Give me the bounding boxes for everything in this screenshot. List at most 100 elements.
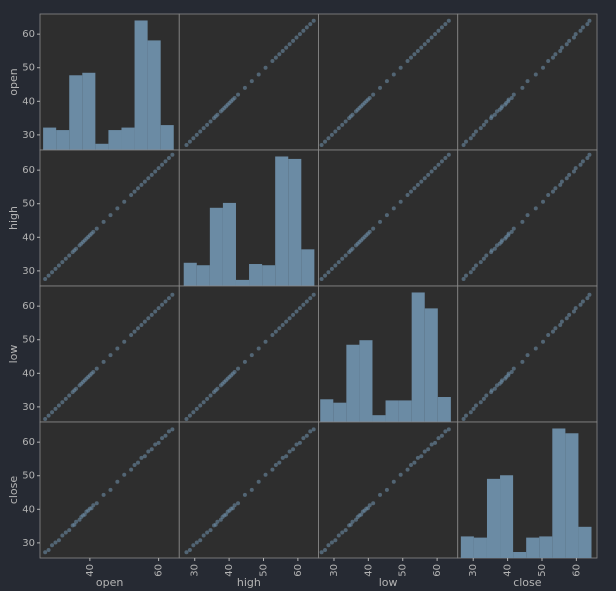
scatter-point <box>146 176 151 181</box>
scatter-point <box>149 447 154 452</box>
scatter-point <box>308 429 313 434</box>
scatter-point <box>481 256 486 261</box>
y-tick-label: 40 <box>22 96 35 107</box>
scatter-point <box>60 260 65 265</box>
scatter-point <box>46 413 51 418</box>
x-tick-label: 60 <box>432 564 443 577</box>
scatter-point <box>391 72 396 77</box>
scatter-point <box>468 270 473 275</box>
scatter-point <box>436 162 441 167</box>
scatter-point <box>408 462 413 467</box>
scatter-point <box>350 112 355 117</box>
scatter-point <box>311 18 316 23</box>
histogram-bar <box>359 340 373 422</box>
scatter-point <box>263 339 268 344</box>
scatter-point <box>509 369 514 374</box>
scatter-point <box>478 260 483 265</box>
histogram-bar <box>486 478 501 558</box>
scatter-point <box>446 427 451 432</box>
scatter-point <box>567 38 572 43</box>
scatter-point <box>230 506 235 511</box>
scatter-point <box>280 48 285 53</box>
scatter-point <box>101 219 106 224</box>
scatter-point <box>426 447 431 452</box>
histogram-bar <box>43 127 57 150</box>
histogram-bar <box>121 127 135 150</box>
x-tick-label: 30 <box>329 564 340 577</box>
scatter-point <box>205 396 210 401</box>
scatter-point <box>573 306 578 311</box>
scatter-point <box>56 538 61 543</box>
scatter-point <box>122 472 127 477</box>
scatter-point <box>481 122 486 127</box>
scatter-point <box>43 416 48 421</box>
scatter-point <box>333 263 338 268</box>
scatter-point <box>419 179 424 184</box>
histogram-bar <box>437 397 451 422</box>
scatter-point <box>53 540 58 545</box>
scatter-point <box>132 189 137 194</box>
scatter-point <box>405 192 410 197</box>
scatter-point <box>412 186 417 191</box>
scatter-point <box>291 312 296 317</box>
scatter-point <box>208 528 213 533</box>
scatter-point <box>489 388 494 393</box>
scatter-point <box>546 192 551 197</box>
scatter-point <box>170 427 175 432</box>
scatter-point <box>284 319 289 324</box>
row-label: open <box>7 68 20 95</box>
scatter-point <box>67 253 72 258</box>
scatter-point <box>270 467 275 472</box>
x-tick-label: 60 <box>154 564 165 577</box>
scatter-point <box>509 229 514 234</box>
scatter-point <box>184 416 189 421</box>
scatter-point <box>153 442 158 447</box>
scatter-point <box>91 229 96 234</box>
y-tick-label: 60 <box>22 437 35 448</box>
scatter-point <box>587 18 592 23</box>
histogram-bar <box>424 308 438 422</box>
scatter-point <box>43 550 48 555</box>
scatter-point <box>541 339 546 344</box>
scatter-point <box>304 433 309 438</box>
scatter-point <box>323 547 328 552</box>
scatter-point <box>329 132 334 137</box>
scatter-point <box>326 136 331 141</box>
scatter-point <box>60 400 65 405</box>
scatter-point <box>232 95 237 100</box>
scatter-point <box>546 333 551 338</box>
scatter-point <box>426 172 431 177</box>
scatter-point <box>446 18 451 23</box>
scatter-point <box>294 35 299 40</box>
histogram-bar <box>235 279 250 286</box>
scatter-point <box>484 119 489 124</box>
x-tick-label: 50 <box>258 564 269 577</box>
row-label: close <box>7 476 20 505</box>
scatter-point <box>429 442 434 447</box>
scatter-point <box>215 386 220 391</box>
scatter-point <box>139 322 144 327</box>
scatter-point <box>43 276 48 281</box>
scatter-point <box>511 226 516 231</box>
scatter-point <box>340 530 345 535</box>
scatter-point <box>94 501 99 506</box>
scatter-point <box>567 312 572 317</box>
scatter-point <box>585 22 590 27</box>
scatter-point <box>166 296 171 301</box>
scatter-point <box>294 309 299 314</box>
scatter-point <box>550 189 555 194</box>
scatter-point <box>461 276 466 281</box>
y-tick-label: 40 <box>22 368 35 379</box>
y-tick-label: 40 <box>22 504 35 515</box>
y-tick-label: 30 <box>22 130 35 141</box>
scatter-point <box>146 316 151 321</box>
histogram-bar <box>539 536 553 558</box>
scatter-point <box>439 159 444 164</box>
scatter-point <box>446 152 451 157</box>
scatter-point <box>492 386 497 391</box>
scatter-point <box>408 189 413 194</box>
scatter-point <box>74 519 79 524</box>
histogram-bar <box>513 552 527 558</box>
scatter-point <box>291 447 296 452</box>
